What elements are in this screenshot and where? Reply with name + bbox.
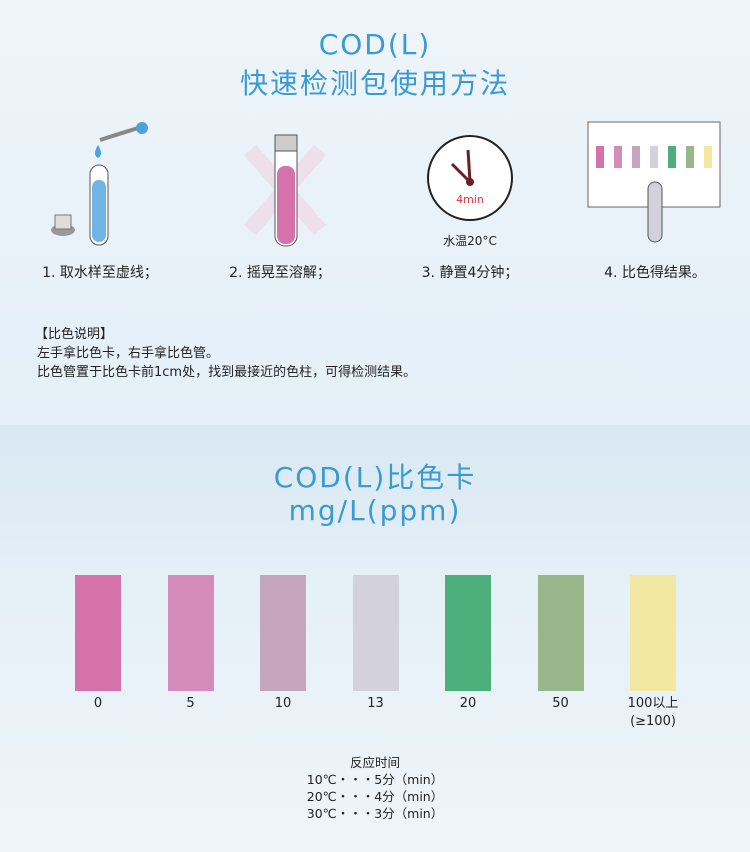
swatch-label: 20 [428,695,508,713]
color-swatch-20 [445,575,491,691]
step-1-illustration [30,100,210,290]
swatch-sub-value: (≥100) [630,714,676,729]
timer-label: 4min [456,193,484,206]
color-card-unit: mg/L(ppm) [288,494,462,527]
color-swatch-0 [75,575,121,691]
color-card-title: COD(L)比色卡 [273,461,477,494]
swatch-label: 50 [521,695,601,713]
swatch-label: 13 [336,695,416,713]
swatch-value: 20 [459,696,477,711]
color-swatch-100以上 [630,575,676,691]
shaking-tube-icon [243,134,327,247]
step-2-illustration [195,100,375,290]
page-subtitle: 快速检测包使用方法 [239,67,510,100]
instruction-line-1: 左手拿比色卡，右手拿比色管。 [37,346,220,361]
clock-icon [427,135,513,221]
swatch-value: 13 [367,696,384,711]
step-3-label: 3. 静置4分钟； [421,265,519,281]
instructions-section [0,0,750,425]
water-temp-caption: 水温20°C [443,234,497,248]
swatch-label: 5 [151,695,231,713]
page-title: COD(L) [318,28,432,61]
swatch-value: 5 [186,696,195,711]
instruction-line-2: 比色管置于比色卡前1cm处，找到最接近的色柱，可得检测结果。 [37,365,417,380]
reaction-time-row: 30℃・・・3分（min） [306,806,444,821]
step-3-illustration: 4min 水温20°C [380,100,560,290]
color-swatch-5 [167,575,214,691]
step-4-illustration [570,100,750,290]
test-tube-dropper-icon [51,122,148,246]
swatch-value: 10 [274,696,292,711]
instructions-heading: 【比色说明】 [35,327,114,342]
swatch-value: 100以上 [627,696,679,711]
swatch-label: 100以上 (≥100) [613,695,693,731]
step-2-label: 2. 摇晃至溶解； [229,265,331,281]
color-swatch-13 [352,575,399,691]
reaction-time-row: 20℃・・・4分（min） [306,789,444,804]
swatch-label: 0 [58,695,138,713]
color-swatch-50 [537,575,584,691]
color-swatch-10 [260,575,306,691]
reaction-time-row: 10℃・・・5分（min） [306,772,444,787]
swatch-value: 0 [93,696,103,711]
color-card-compare-icon [587,121,721,243]
swatch-value: 50 [552,696,569,711]
swatch-label: 10 [243,695,323,713]
step-1-label: 1. 取水样至虚线； [42,265,158,281]
reaction-time-heading: 反应时间 [349,755,400,770]
step-4-label: 4. 比色得结果。 [604,265,706,281]
